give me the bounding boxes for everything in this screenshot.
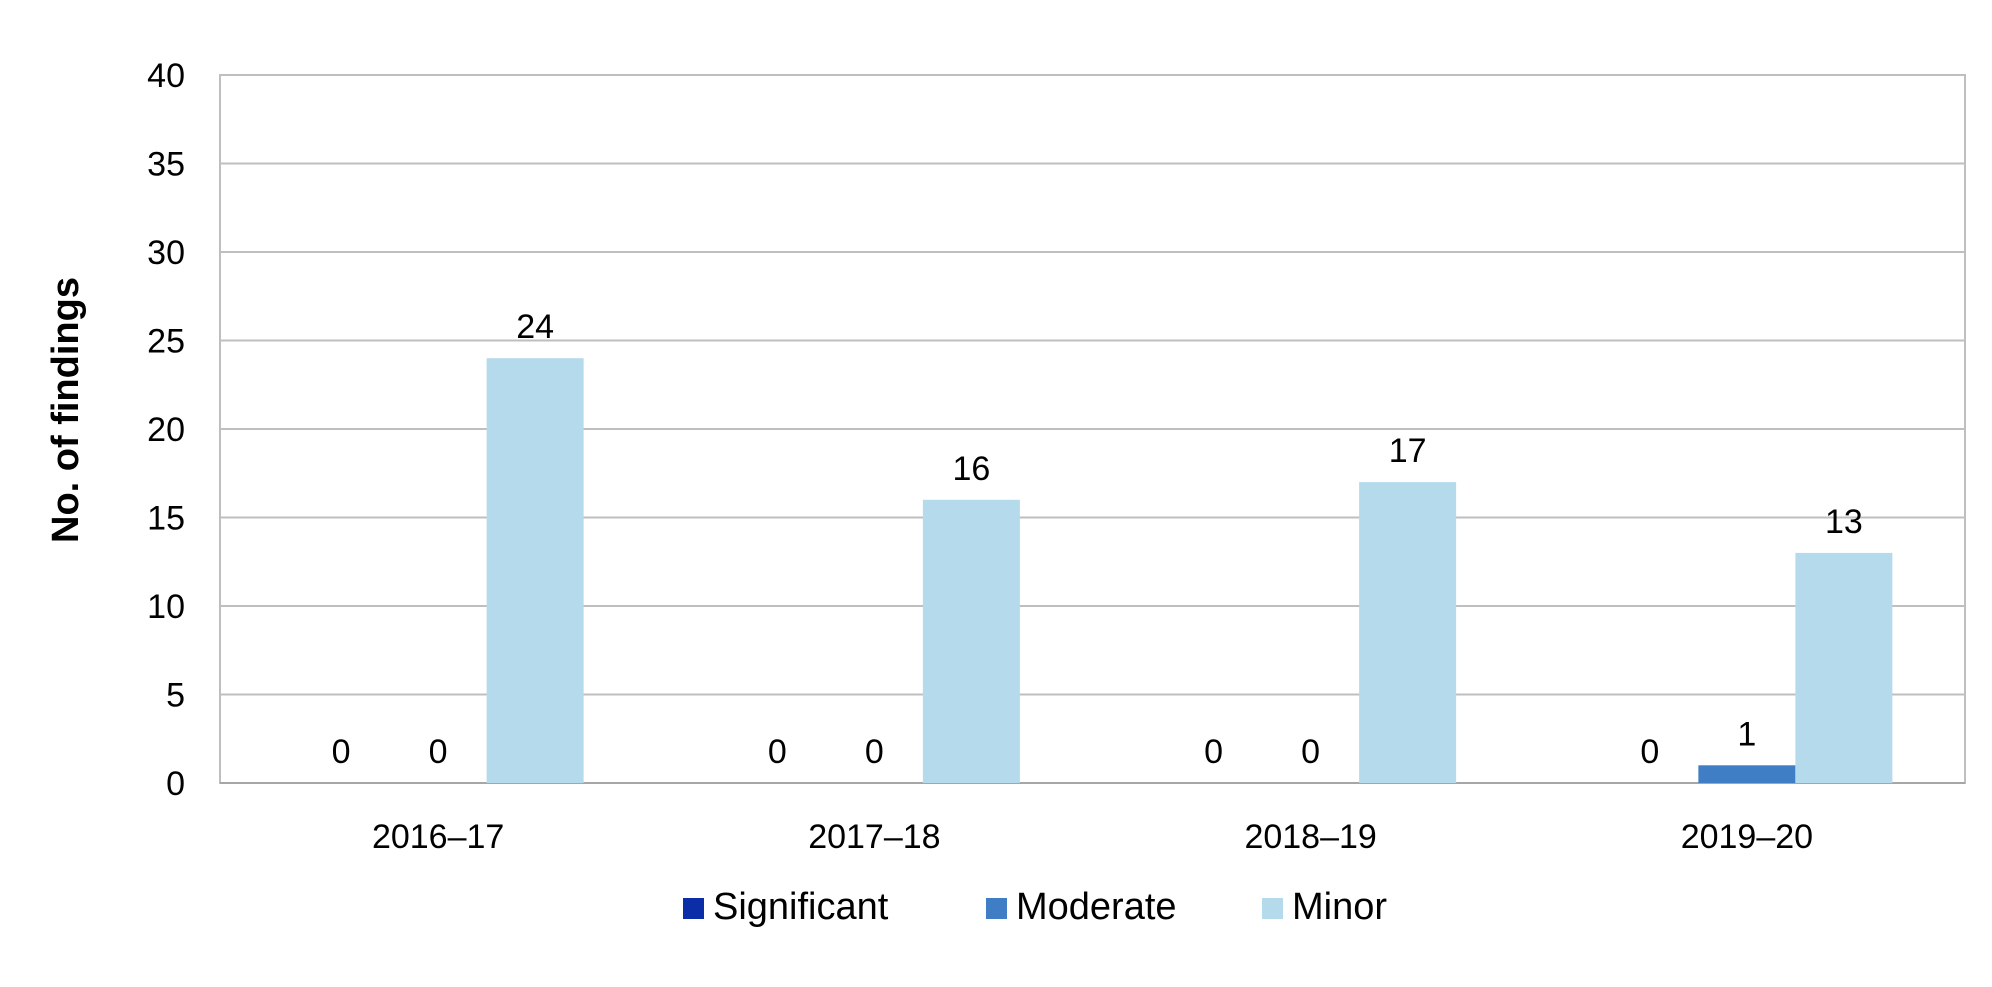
data-label: 0	[768, 733, 787, 771]
bar-minor	[1359, 482, 1457, 783]
bars	[486, 358, 1893, 783]
data-label: 0	[332, 733, 351, 771]
data-label: 13	[1825, 503, 1863, 541]
y-axis-ticks: 0 5 10 15 20 25 30 35 40	[147, 57, 185, 803]
y-tick-label: 35	[147, 146, 185, 184]
legend-label: Significant	[713, 886, 889, 928]
data-label: 0	[1301, 733, 1320, 771]
data-label: 0	[1204, 733, 1223, 771]
data-label: 16	[952, 450, 990, 488]
x-axis-ticks: 2016–17 2017–18 2018–19 2019–20	[372, 818, 1813, 856]
bar-minor	[486, 358, 584, 783]
gridlines	[219, 74, 1966, 784]
legend-swatch	[683, 898, 704, 919]
data-label: 0	[429, 733, 448, 771]
y-tick-label: 15	[147, 500, 185, 538]
y-tick-label: 10	[147, 588, 185, 626]
y-tick-label: 40	[147, 57, 185, 95]
y-tick-label: 30	[147, 234, 185, 272]
legend-label: Moderate	[1016, 886, 1177, 928]
y-tick-label: 5	[166, 677, 185, 715]
legend: Significant Moderate Minor	[683, 886, 1387, 928]
bar-minor	[1795, 552, 1893, 783]
x-tick-label: 2017–18	[808, 818, 940, 856]
legend-label: Minor	[1292, 886, 1387, 928]
data-label: 0	[865, 733, 884, 771]
y-tick-label: 0	[166, 765, 185, 803]
data-label: 17	[1389, 432, 1427, 470]
bar-minor	[922, 499, 1020, 783]
data-label: 1	[1737, 715, 1756, 753]
data-labels: 0 0 24 0 0 16 0 0 17 0 1 13	[332, 308, 1863, 771]
y-tick-label: 20	[147, 411, 185, 449]
x-tick-label: 2019–20	[1681, 818, 1813, 856]
y-tick-label: 25	[147, 323, 185, 361]
data-label: 24	[516, 308, 554, 346]
x-tick-label: 2016–17	[372, 818, 504, 856]
legend-swatch	[986, 898, 1007, 919]
x-tick-label: 2018–19	[1244, 818, 1376, 856]
bar-moderate	[1698, 765, 1796, 783]
legend-swatch	[1262, 898, 1283, 919]
data-label: 0	[1640, 733, 1659, 771]
y-axis-title: No. of findings	[45, 277, 87, 543]
